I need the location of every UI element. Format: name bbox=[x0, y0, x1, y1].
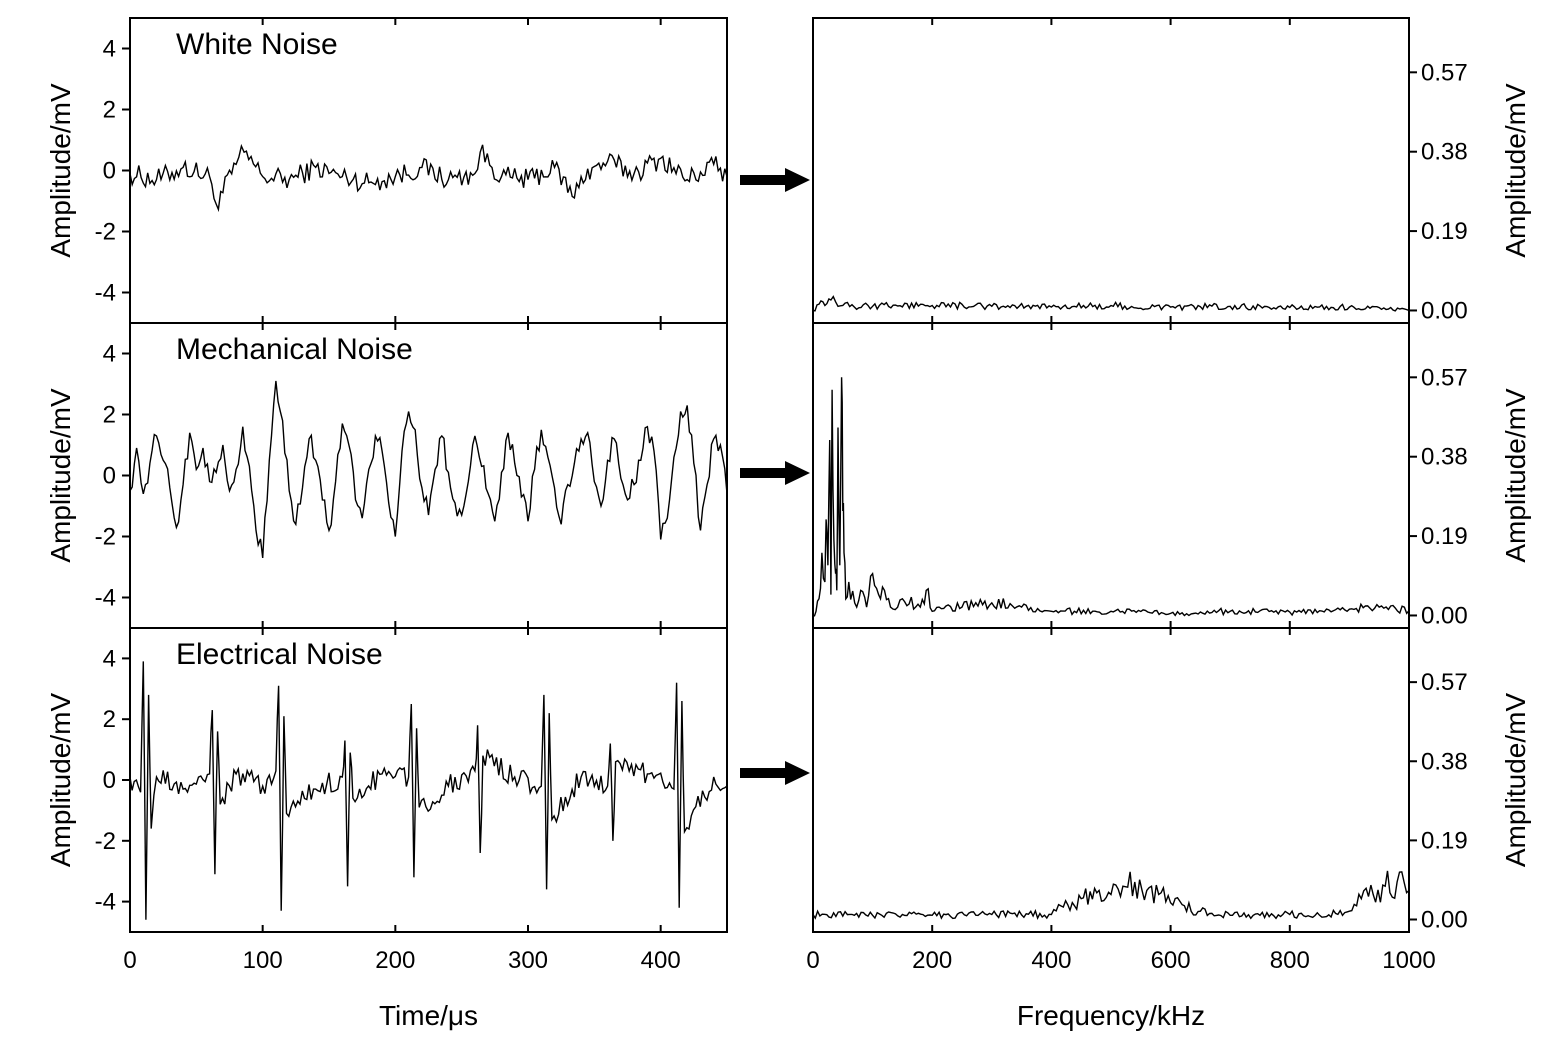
mechanical-noise-spectrum-ylabel: Amplitude/mV bbox=[1500, 388, 1531, 563]
electrical-noise-spectrum-xtick-label: 800 bbox=[1270, 947, 1310, 974]
electrical-noise-time-xtick-label: 0 bbox=[123, 947, 136, 974]
label-layer: Time/μs Frequency/kHz bbox=[379, 1000, 1205, 1031]
white-noise-title: White Noise bbox=[176, 28, 338, 61]
electrical-noise-time-xtick-label: 200 bbox=[375, 947, 415, 974]
mechanical-noise-spectrum-frame bbox=[812, 322, 1410, 629]
mechanical-noise-time-panel: 4 2 0 -2 -4 Mechanical Noise Amplitude/mV bbox=[45, 322, 728, 629]
electrical-noise-spectrum-xtick-label: 200 bbox=[912, 947, 952, 974]
white-noise-time-ytick-label: 0 bbox=[103, 158, 116, 185]
electrical-noise-time-ytick-label: 0 bbox=[103, 767, 116, 794]
electrical-noise-time-xtick-label: 400 bbox=[641, 947, 681, 974]
white-noise-spectrum-ylabel: Amplitude/mV bbox=[1500, 83, 1531, 258]
white-noise-time-ytick-label: 2 bbox=[103, 97, 116, 124]
white-noise-time-ylabel: Amplitude/mV bbox=[45, 83, 76, 258]
electrical-noise-title: Electrical Noise bbox=[176, 638, 383, 671]
electrical-noise-spectrum-xtick-label: 1000 bbox=[1382, 947, 1435, 974]
white-noise-time-series-line bbox=[129, 143, 728, 213]
electrical-noise-spectrum-series-line bbox=[812, 870, 1410, 920]
freq-xlabel: Frequency/kHz bbox=[1017, 1000, 1205, 1031]
electrical-noise-spectrum-ytick-label: 0.19 bbox=[1421, 827, 1468, 854]
arrow-right-icon bbox=[740, 461, 810, 485]
electrical-noise-time-series-line bbox=[129, 661, 728, 920]
electrical-noise-time-ytick-label: 2 bbox=[103, 706, 116, 733]
white-noise-spectrum-ytick-label: 0.19 bbox=[1421, 218, 1468, 245]
electrical-noise-spectrum-ytick-label: 0.00 bbox=[1421, 907, 1468, 934]
arrow-layer bbox=[740, 168, 810, 785]
electrical-noise-spectrum-ytick-label: 0.57 bbox=[1421, 669, 1468, 696]
electrical-noise-spectrum-frame bbox=[812, 627, 1410, 933]
white-noise-spectrum-frame bbox=[812, 17, 1410, 324]
electrical-noise-spectrum-ytick-label: 0.38 bbox=[1421, 748, 1468, 775]
white-noise-spectrum-ytick-label: 0.57 bbox=[1421, 59, 1468, 86]
white-noise-time-ytick-label: -2 bbox=[95, 219, 116, 246]
mechanical-noise-time-ytick-label: 4 bbox=[103, 341, 116, 368]
mechanical-noise-title: Mechanical Noise bbox=[176, 333, 413, 366]
mechanical-noise-time-series-line bbox=[129, 380, 728, 558]
white-noise-time-ytick-label: -4 bbox=[95, 280, 116, 307]
plot-layer: 4 2 0 -2 -4 White Noise Amplitude/mV 4 2 0 -2 -4 Mec… bbox=[45, 17, 1531, 974]
mechanical-noise-time-ytick-label: -4 bbox=[95, 585, 116, 612]
mechanical-noise-spectrum-ytick-label: 0.19 bbox=[1421, 523, 1468, 550]
mechanical-noise-spectrum-ytick-label: 0.57 bbox=[1421, 364, 1468, 391]
mechanical-noise-spectrum-series-line bbox=[812, 377, 1410, 617]
electrical-noise-time-ytick-label: -4 bbox=[95, 889, 116, 916]
white-noise-time-ytick-label: 4 bbox=[103, 36, 116, 63]
white-noise-time-panel: 4 2 0 -2 -4 White Noise Amplitude/mV bbox=[45, 17, 728, 324]
mechanical-noise-time-ylabel: Amplitude/mV bbox=[45, 388, 76, 563]
electrical-noise-time-ytick-label: 4 bbox=[103, 645, 116, 672]
mechanical-noise-time-ytick-label: 0 bbox=[103, 463, 116, 490]
electrical-noise-spectrum-xtick-label: 0 bbox=[806, 947, 819, 974]
electrical-noise-time-xtick-label: 300 bbox=[508, 947, 548, 974]
electrical-noise-time-xtick-label: 100 bbox=[243, 947, 283, 974]
time-xlabel: Time/μs bbox=[379, 1000, 478, 1031]
electrical-noise-spectrum-xtick-label: 400 bbox=[1031, 947, 1071, 974]
mechanical-noise-spectrum-ytick-label: 0.00 bbox=[1421, 602, 1468, 629]
electrical-noise-time-panel: 4 2 0 -2 -4 0 100 200 300 400 Electrical Noise Ampl… bbox=[45, 627, 728, 974]
mechanical-noise-time-ytick-label: 2 bbox=[103, 402, 116, 429]
electrical-noise-time-ylabel: Amplitude/mV bbox=[45, 693, 76, 868]
white-noise-spectrum-ytick-label: 0.00 bbox=[1421, 297, 1468, 324]
white-noise-spectrum-panel: 0.57 0.38 0.19 0.00 Amplitude/mV bbox=[812, 17, 1531, 324]
electrical-noise-spectrum-ylabel: Amplitude/mV bbox=[1500, 693, 1531, 868]
electrical-noise-time-ytick-label: -2 bbox=[95, 828, 116, 855]
electrical-noise-spectrum-xtick-label: 600 bbox=[1151, 947, 1191, 974]
mechanical-noise-time-ytick-label: -2 bbox=[95, 524, 116, 551]
arrow-right-icon bbox=[740, 761, 810, 785]
white-noise-spectrum-series-line bbox=[812, 295, 1410, 312]
mechanical-noise-spectrum-panel: 0.57 0.38 0.19 0.00 Amplitude/mV bbox=[812, 322, 1531, 629]
mechanical-noise-spectrum-ytick-label: 0.38 bbox=[1421, 444, 1468, 471]
electrical-noise-spectrum-panel: 0.57 0.38 0.19 0.00 0 200 400 600 800 1000 Amplitu… bbox=[806, 627, 1531, 974]
white-noise-spectrum-ytick-label: 0.38 bbox=[1421, 139, 1468, 166]
arrow-right-icon bbox=[740, 168, 810, 192]
